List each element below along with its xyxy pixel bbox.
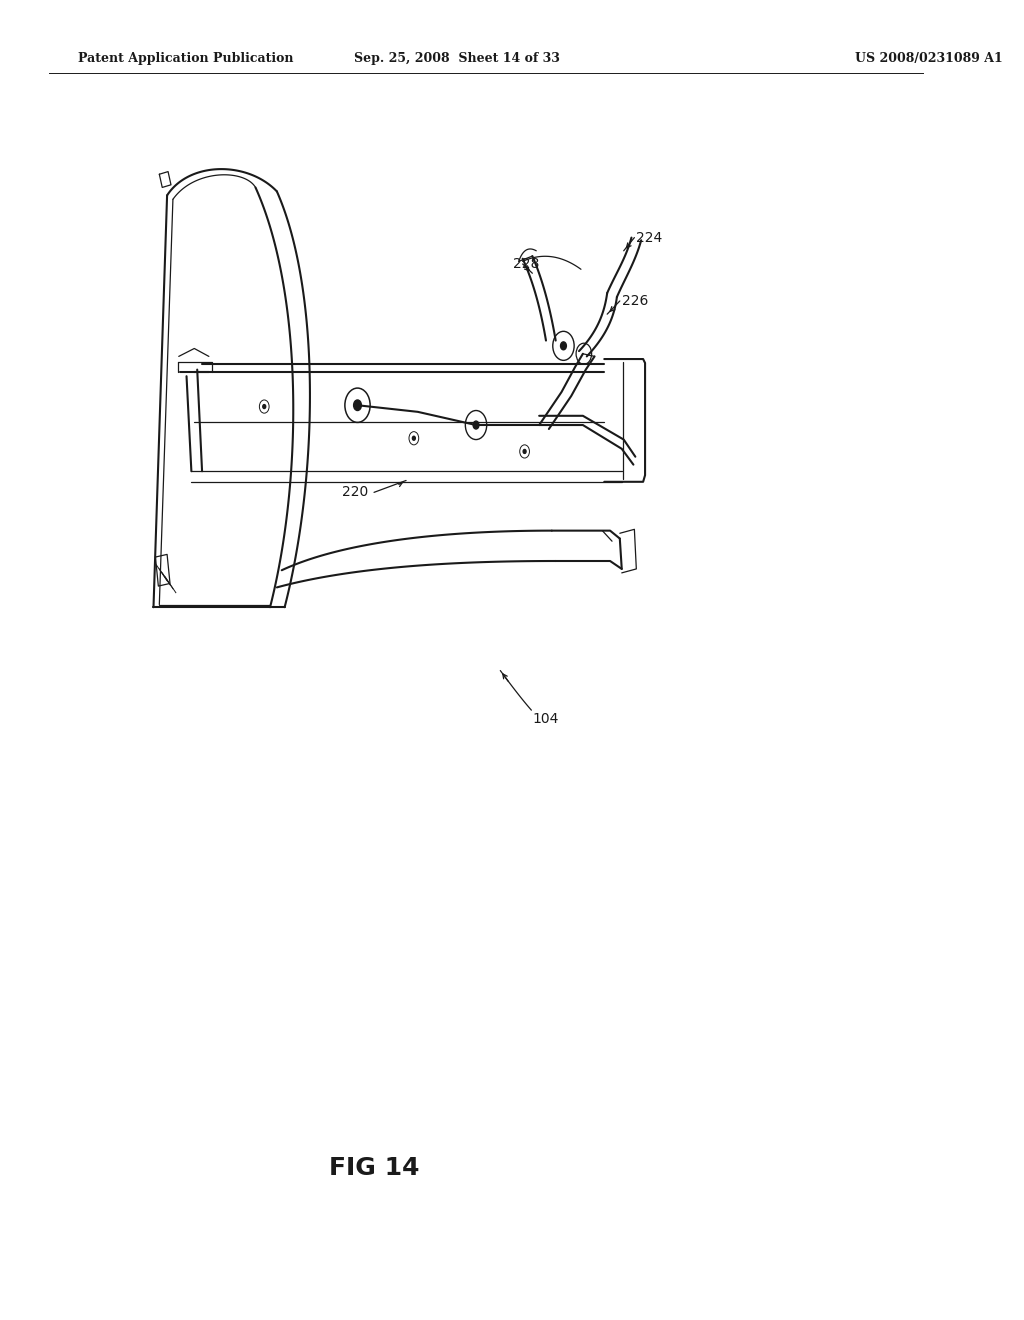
Circle shape (560, 342, 566, 350)
Circle shape (263, 404, 265, 409)
Text: FIG 14: FIG 14 (329, 1156, 419, 1180)
Text: US 2008/0231089 A1: US 2008/0231089 A1 (855, 51, 1002, 65)
Text: 224: 224 (636, 231, 663, 244)
Circle shape (523, 449, 526, 453)
Text: 226: 226 (622, 294, 648, 308)
Text: 220: 220 (342, 486, 369, 499)
Circle shape (473, 421, 479, 429)
Circle shape (353, 400, 361, 411)
Text: Sep. 25, 2008  Sheet 14 of 33: Sep. 25, 2008 Sheet 14 of 33 (353, 51, 559, 65)
Text: 228: 228 (513, 257, 540, 271)
Circle shape (413, 436, 416, 440)
Text: 104: 104 (532, 713, 559, 726)
Text: Patent Application Publication: Patent Application Publication (78, 51, 293, 65)
